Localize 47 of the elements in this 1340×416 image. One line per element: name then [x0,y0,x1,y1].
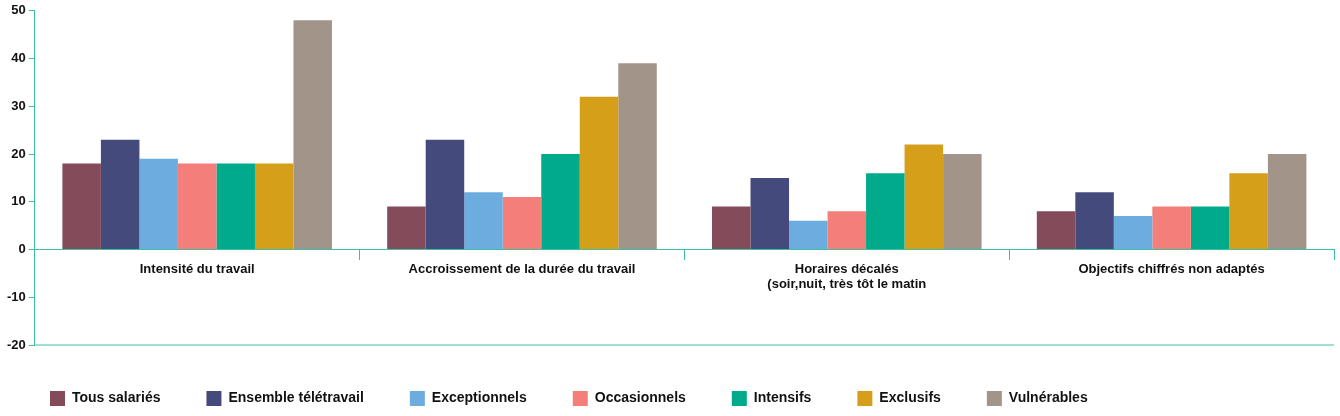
bar [789,220,828,250]
bar [1075,192,1114,250]
bar [254,163,294,250]
y-tick-label: -20 [6,336,26,352]
x-tick-label: Horaires décalés (soir,nuit, très tôt le matin [767,260,927,292]
x-tick-label: Intensité du travail [139,260,255,276]
y-tick-label: 30 [11,97,26,113]
legend-label: Vulnérables [1008,389,1088,406]
y-tick-label: 20 [11,145,26,161]
bar [1152,206,1191,250]
y-tick-label: -10 [6,288,26,304]
y-tick-label: 40 [11,50,26,66]
bar [387,206,426,250]
legend-label: Intensifs [753,389,812,406]
bar [177,163,217,250]
bar [62,163,101,250]
x-tick-label: Objectifs chiffrés non adaptés [1078,260,1265,276]
legend-label: Tous salariés [72,389,161,406]
bar [1190,206,1230,250]
bar [502,197,542,250]
legend-label: Exceptionnels [431,389,527,406]
bar [943,154,982,250]
bar [579,96,619,250]
y-tick-label: 0 [18,241,26,257]
bar [712,206,751,250]
bar [541,154,580,250]
legend-label: Exclusifs [879,389,942,406]
bar [750,177,790,250]
bar [827,211,867,250]
bar [425,139,465,250]
bar [1036,211,1076,250]
bar [618,63,657,250]
y-tick-label: 50 [11,2,26,18]
bar [139,158,178,250]
bar [1267,154,1307,250]
bar [464,192,503,250]
legend-label: Occasionnels [594,389,687,406]
bar [216,163,255,250]
bar [866,173,905,250]
bar [100,139,140,250]
x-tick-label: Accroissement de la durée du travail [408,260,636,276]
bar [1229,173,1268,250]
bar [904,144,944,250]
y-tick-label: 10 [11,193,26,209]
bar [293,20,332,250]
legend-label: Ensemble télétravail [228,389,364,406]
bar [1113,216,1153,250]
